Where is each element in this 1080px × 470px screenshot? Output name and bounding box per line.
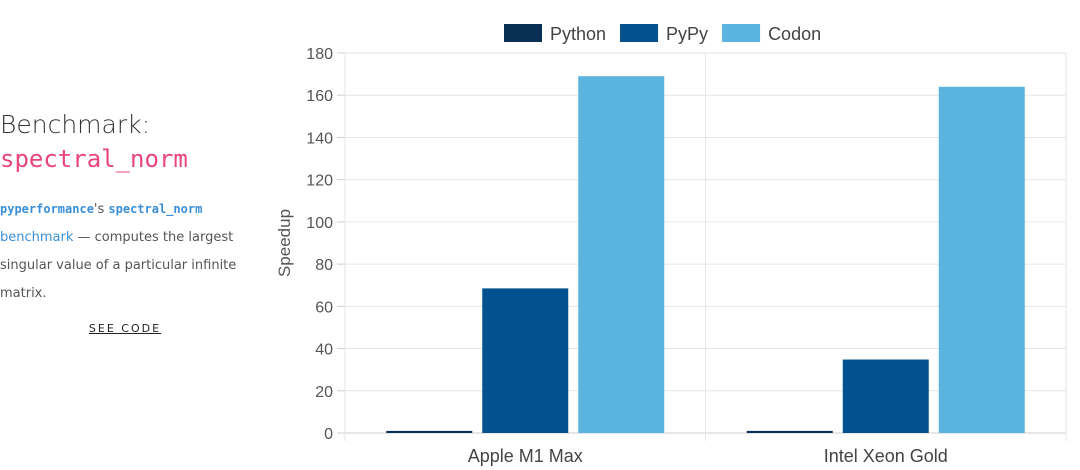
bars [386,76,1025,434]
x-category-label: Apple M1 Max [468,446,583,466]
desc-rest: — computes the largest singular value of… [0,230,237,301]
y-tick-label: 80 [315,257,333,274]
bar-codon[interactable] [938,86,1025,434]
benchmark-heading: Benchmark: [0,110,151,139]
bar-pypy[interactable] [842,359,929,433]
pyperformance-link[interactable]: pyperformance [0,202,94,216]
legend-swatch[interactable] [722,24,761,42]
y-tick-label: 100 [306,215,333,232]
x-category-label: Intel Xeon Gold [824,446,948,466]
y-tick-label: 180 [306,46,333,63]
y-tick-label: 20 [315,384,333,401]
legend-label[interactable]: Codon [768,24,821,44]
benchmark-name: spectral_norm [0,145,188,173]
bar-codon[interactable] [578,76,665,433]
legend[interactable]: Python PyPy Codon [504,24,821,44]
legend-label[interactable]: Python [550,24,606,44]
y-tick-label: 140 [306,130,333,147]
y-axis-ticks: 0 20 40 60 80 100 120 140 160 180 [306,46,333,443]
y-tick-label: 40 [315,342,333,359]
y-axis-label: Speedup [275,209,294,277]
legend-swatch[interactable] [620,24,659,42]
y-tick-label: 0 [324,426,333,443]
benchmark-link[interactable]: spectral_norm benchmark [0,202,203,245]
y-tick-label: 120 [306,173,333,190]
desc-possessive: 's [93,202,109,217]
legend-label[interactable]: PyPy [666,24,708,44]
bar-python[interactable] [386,430,473,433]
x-axis-categories: Apple M1 Max Intel Xeon Gold [468,446,948,466]
benchmark-info: Benchmark: spectral_norm pyperformance's… [0,110,250,335]
bar-pypy[interactable] [482,288,569,433]
legend-swatch[interactable] [504,24,542,42]
see-code-link[interactable]: SEE CODE [88,322,162,335]
y-tick-label: 160 [306,88,333,105]
y-tick-label: 60 [315,299,333,316]
bar-python[interactable] [746,430,833,433]
benchmark-description: pyperformance's spectral_norm benchmark —… [0,195,250,308]
